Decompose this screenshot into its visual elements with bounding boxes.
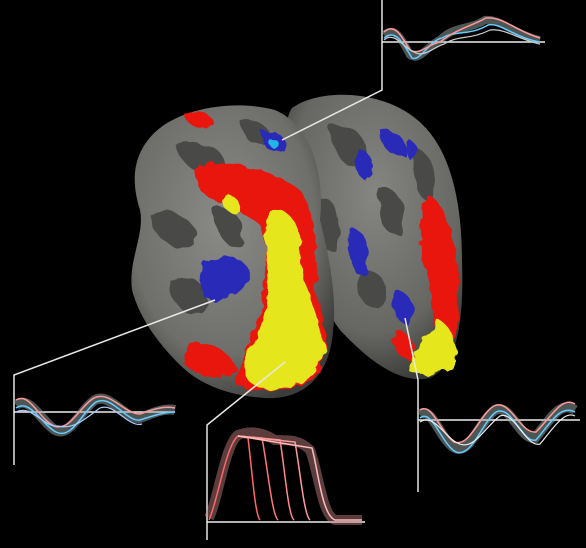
response-inset-bottom — [204, 427, 365, 525]
left-hemisphere — [131, 105, 335, 399]
response-inset-top — [381, 15, 545, 61]
leader-lines — [13, 0, 419, 540]
response-inset-left — [13, 393, 176, 437]
response-inset-right — [416, 401, 580, 454]
